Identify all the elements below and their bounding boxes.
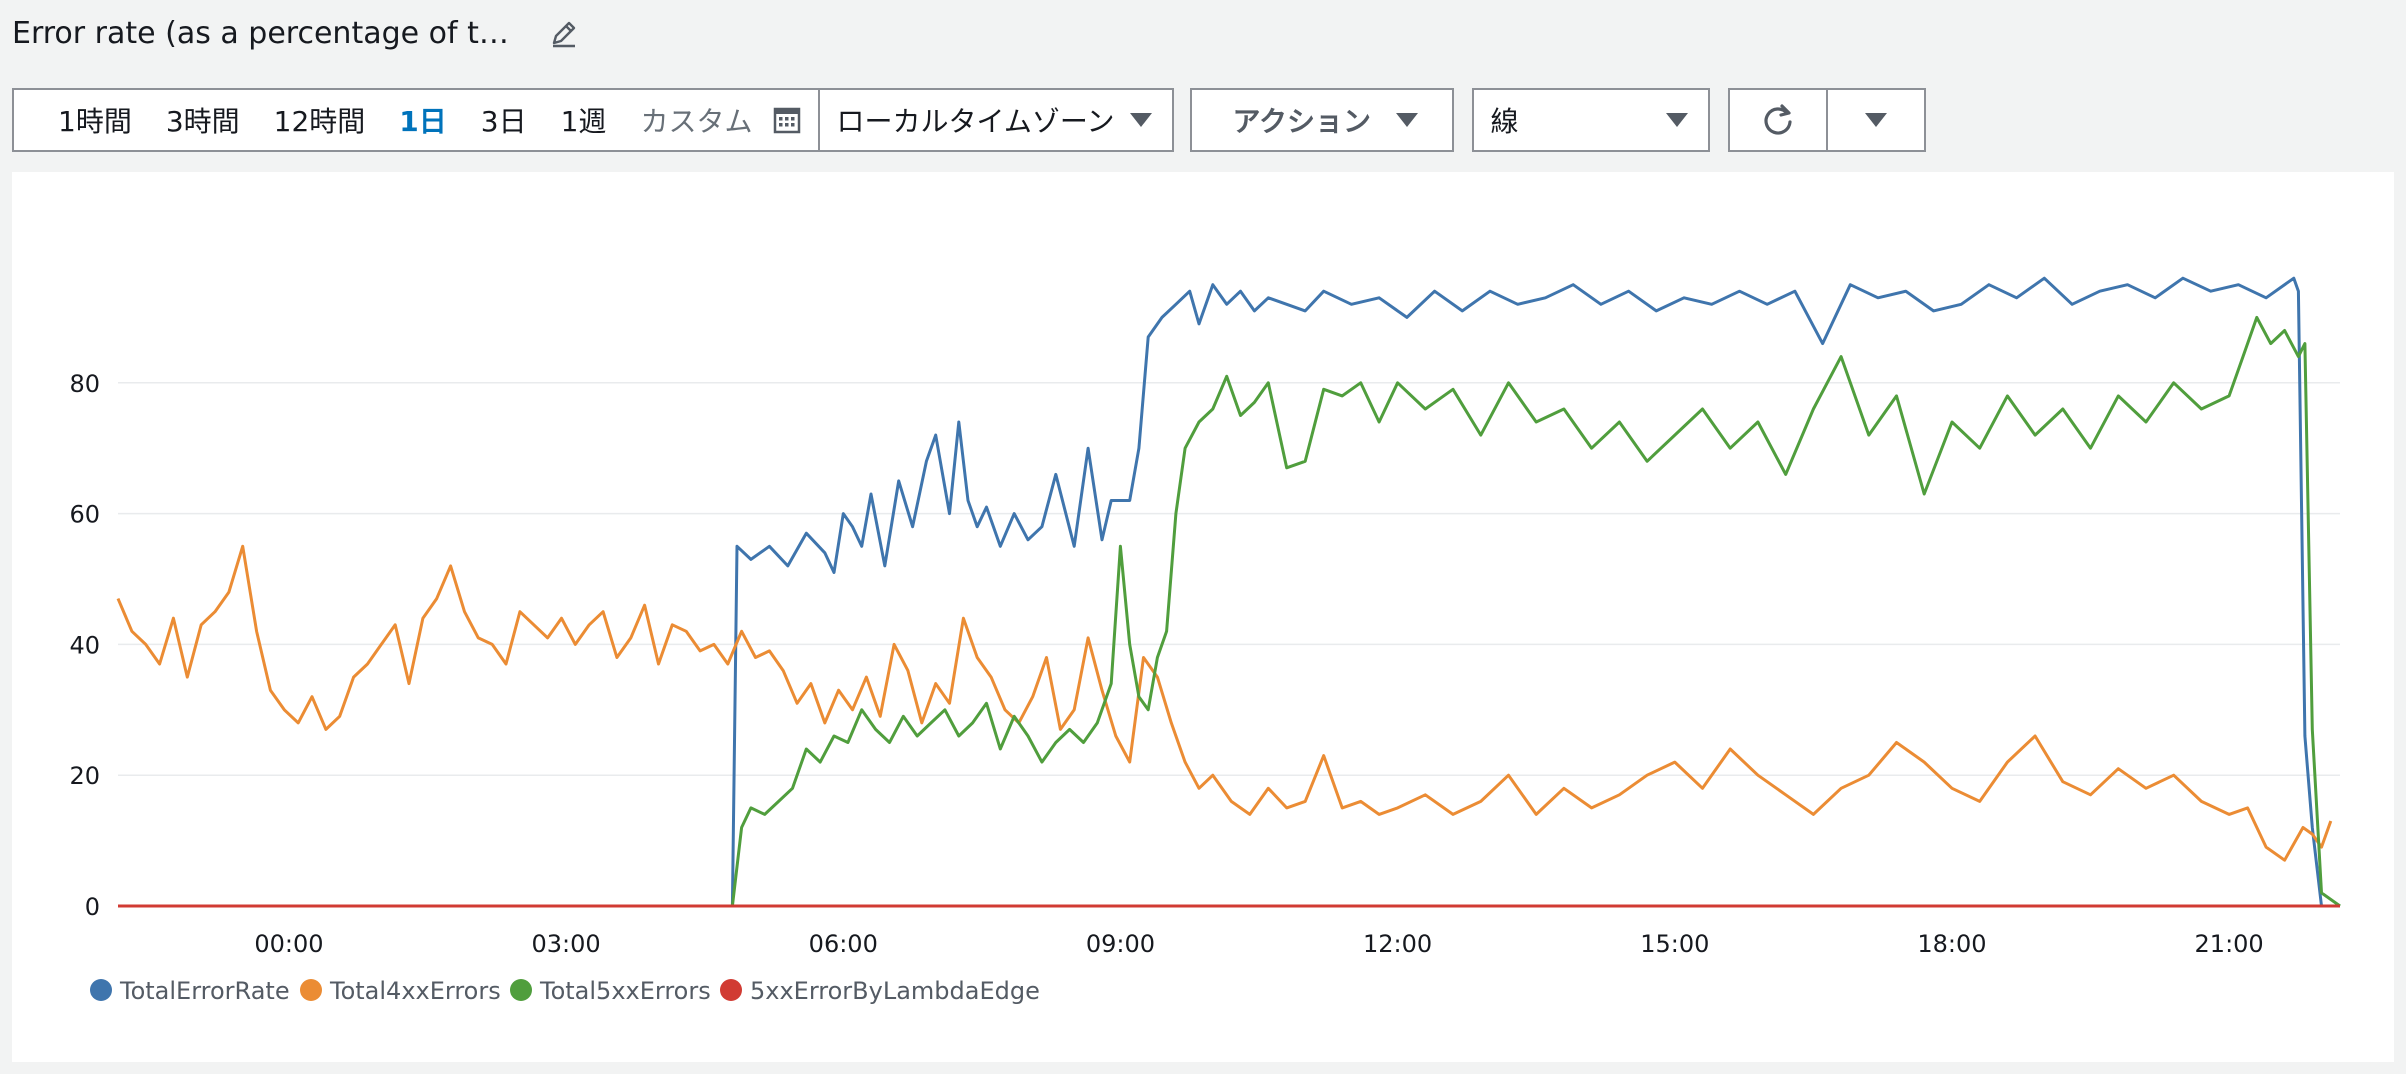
refresh-button[interactable] [1728, 88, 1829, 152]
x-tick-label: 06:00 [809, 930, 878, 958]
legend-swatch [720, 979, 742, 1001]
series-line-total5xxerrors[interactable] [118, 315, 2341, 908]
range-3h-button[interactable]: 3時間 [165, 105, 240, 138]
range-12h-button[interactable]: 12時間 [273, 105, 366, 138]
legend-swatch [90, 979, 112, 1001]
caret-down-icon [1396, 113, 1419, 127]
x-tick-label: 03:00 [532, 930, 601, 958]
legend-swatch [300, 979, 322, 1001]
legend-item-label[interactable]: 5xxErrorByLambdaEdge [750, 977, 1040, 1005]
legend-item-label[interactable]: Total5xxErrors [539, 977, 711, 1005]
x-tick-label: 00:00 [254, 930, 323, 958]
y-tick-label: 80 [69, 370, 100, 398]
timezone-select[interactable]: ローカルタイムゾーン [818, 88, 1175, 152]
y-tick-label: 60 [69, 501, 100, 529]
range-1d-button[interactable]: 1日 [399, 105, 447, 138]
widget-title: Error rate (as a percentage of t… [12, 15, 509, 51]
range-1h-button[interactable]: 1時間 [58, 105, 132, 138]
pencil-icon[interactable] [547, 16, 581, 50]
chart-type-label: 線 [1490, 105, 1519, 138]
y-axis-ticks: 0 20 40 60 80 [69, 370, 100, 921]
refresh-icon [1764, 104, 1793, 135]
caret-down-icon [1666, 113, 1689, 127]
legend: TotalErrorRate Total4xxErrors Total5xxErro… [90, 977, 1040, 1005]
x-tick-label: 15:00 [1640, 930, 1709, 958]
x-tick-label: 12:00 [1363, 930, 1432, 958]
y-tick-label: 20 [69, 762, 100, 790]
caret-down-icon [1865, 113, 1888, 127]
chart-type-select[interactable]: 線 [1472, 88, 1711, 152]
x-tick-label: 09:00 [1086, 930, 1155, 958]
legend-swatch [510, 979, 532, 1001]
y-tick-label: 40 [69, 631, 100, 659]
range-1w-button[interactable]: 1週 [560, 105, 607, 138]
actions-dropdown[interactable]: アクション [1190, 88, 1455, 152]
caret-down-icon [1130, 113, 1153, 127]
series-line-totalerrorrate[interactable] [118, 276, 2340, 908]
line-chart: 0 20 40 60 80 00:00 03:00 06:00 09:00 12:00 15:00… [69, 276, 2341, 1005]
grid-lines [118, 382, 2340, 776]
legend-item-label[interactable]: TotalErrorRate [119, 977, 290, 1005]
series-lines [116, 276, 2341, 908]
actions-label: アクション [1232, 105, 1372, 138]
legend-item-label[interactable]: Total4xxErrors [329, 977, 501, 1005]
range-3d-button[interactable]: 3日 [480, 105, 527, 138]
chart-toolbar: 1時間 3時間 12時間 1日 3日 1週 カスタム ローカルタイムゾーン アク… [12, 88, 1927, 152]
y-tick-label: 0 [85, 893, 100, 921]
widget-header: Error rate (as a percentage of t… [12, 8, 581, 58]
series-line-total4xxerrors[interactable] [116, 544, 2333, 862]
timezone-label: ローカルタイムゾーン [836, 105, 1115, 138]
refresh-options-button[interactable] [1826, 88, 1927, 152]
x-tick-label: 18:00 [1917, 930, 1986, 958]
time-range-selector: 1時間 3時間 12時間 1日 3日 1週 カスタム [12, 88, 821, 152]
chart-panel: 0 20 40 60 80 00:00 03:00 06:00 09:00 12:00 15:00… [12, 172, 2394, 1062]
x-axis-ticks: 00:00 03:00 06:00 09:00 12:00 15:00 18:00 21:00 [254, 930, 2263, 958]
x-tick-label: 21:00 [2195, 930, 2264, 958]
custom-range-button[interactable]: カスタム [640, 105, 753, 138]
calendar-icon[interactable] [770, 103, 804, 137]
